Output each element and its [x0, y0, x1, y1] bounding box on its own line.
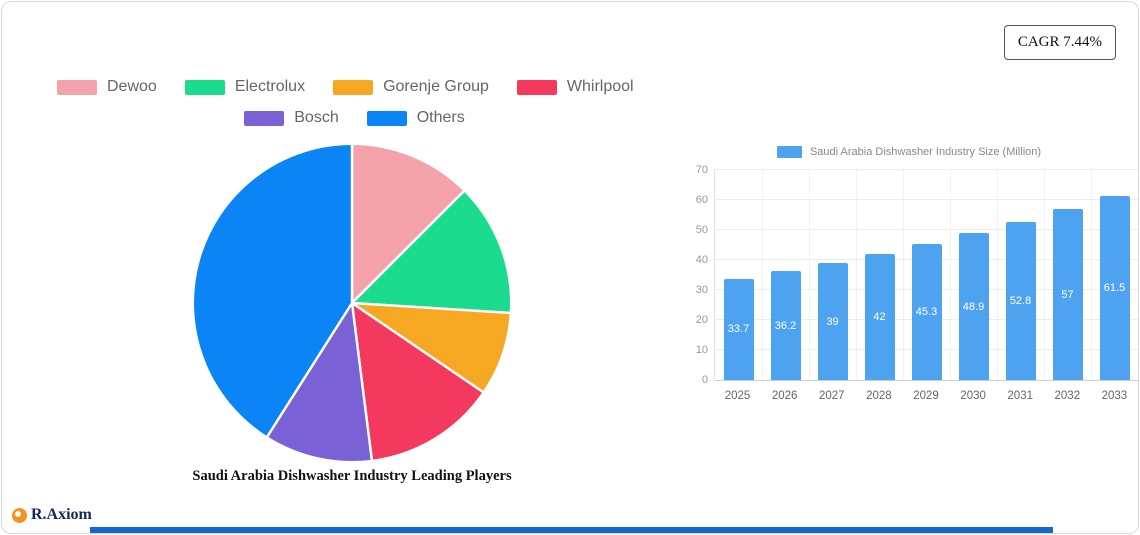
y-axis-tick-40: 40	[695, 254, 708, 266]
y-axis-tick-70: 70	[695, 164, 708, 176]
x-axis-label-2031: 2031	[1007, 390, 1033, 402]
bar-value-label: 45.3	[915, 306, 938, 319]
legend-swatch-whirlpool	[516, 79, 557, 95]
bar-2028[interactable]: 42	[864, 254, 895, 380]
gridline-x	[762, 170, 763, 380]
y-axis-tick-20: 20	[695, 314, 708, 326]
bar-2025[interactable]: 33.7	[723, 278, 754, 380]
legend-item-whirlpool[interactable]: Whirlpool	[516, 78, 634, 96]
legend-label: Whirlpool	[566, 78, 634, 95]
legend-swatch-gorenje-group	[333, 79, 374, 95]
bar-value-label: 48.9	[962, 300, 985, 313]
bar-legend-marker	[776, 146, 802, 158]
bar-chart-plot: 0 10 20 30 40 50 60 70 33.7 36.2 39 42 45.3 48.9 52.8 5…	[696, 164, 1138, 386]
bar-2031[interactable]: 52.8	[1005, 221, 1036, 380]
pie-slice-dewoo[interactable]	[350, 142, 466, 305]
gridline-x	[950, 170, 951, 380]
legend-swatch-bosch	[244, 110, 285, 126]
pie-slice-gorenje-group[interactable]	[350, 301, 513, 394]
legend-label: Others	[416, 109, 465, 126]
pie-slice-bosch[interactable]	[265, 301, 374, 464]
pie-slice-electrolux[interactable]	[350, 189, 513, 315]
legend-label: Dewoo	[107, 78, 157, 95]
legend-label: Electrolux	[234, 78, 306, 95]
gridline-x	[996, 170, 998, 380]
gridline-x	[1091, 170, 1092, 380]
x-axis-label-2027: 2027	[818, 390, 845, 402]
pie-legend: Dewoo Electrolux Gorenje Group Whirlpool Bos…	[57, 78, 652, 127]
legend-swatch-electrolux	[184, 79, 225, 95]
bar-2029[interactable]: 45.3	[911, 244, 942, 380]
x-axis-label-2025: 2025	[724, 390, 751, 402]
x-axis-label-2033: 2033	[1101, 390, 1128, 402]
legend-item-dewoo[interactable]: Dewoo	[57, 78, 157, 96]
y-axis-tick-50: 50	[695, 224, 708, 236]
bar-2033[interactable]: 61.5	[1099, 195, 1130, 380]
pie-slice-whirlpool[interactable]	[350, 301, 485, 463]
brand-logo-text: R.Axiom	[31, 506, 92, 523]
bar-value-label: 52.8	[1009, 294, 1032, 307]
bar-2026[interactable]: 36.2	[770, 271, 801, 380]
bar-chart-section: Saudi Arabia Dishwasher Industry Size (M…	[680, 146, 1138, 402]
legend-item-others[interactable]: Others	[366, 109, 465, 127]
legend-swatch-others	[366, 110, 407, 126]
bars-container: 33.7 36.2 39 42 45.3 48.9 52.8 57 61.5	[715, 170, 1138, 380]
legend-swatch-dewoo	[57, 79, 97, 95]
bar-chart-x-labels: 2025 2026 2027 2028 2029 2030 2031 2032 2033	[714, 390, 1138, 402]
bar-value-label: 36.2	[774, 319, 797, 332]
bar-value-label: 57	[1061, 288, 1074, 301]
y-axis-tick-30: 30	[695, 284, 708, 296]
x-axis-label-2029: 2029	[913, 390, 939, 402]
bar-2027[interactable]: 39	[817, 263, 848, 380]
legend-item-gorenje-group[interactable]: Gorenje Group	[333, 78, 489, 96]
y-axis-tick-0: 0	[701, 374, 708, 386]
pie-chart	[191, 142, 513, 464]
bar-value-label: 33.7	[727, 323, 750, 336]
gridline-x	[809, 170, 810, 380]
legend-label: Bosch	[294, 109, 339, 126]
legend-item-bosch[interactable]: Bosch	[244, 109, 339, 127]
bar-value-label: 42	[873, 311, 886, 323]
pie-legend-row: Bosch Others	[57, 109, 652, 127]
gridline-y-60	[715, 199, 1138, 200]
x-axis-label-2026: 2026	[771, 390, 798, 402]
gridline-y-50	[715, 229, 1138, 230]
pie-chart-title: Saudi Arabia Dishwasher Industry Leading…	[192, 468, 512, 484]
y-axis-tick-10: 10	[695, 344, 708, 356]
brand-logo: R.Axiom	[12, 506, 92, 524]
gridline-x	[903, 170, 904, 380]
pie-slice-others[interactable]	[191, 142, 354, 439]
bar-legend-label: Saudi Arabia Dishwasher Industry Size (M…	[809, 146, 1042, 158]
x-axis-label-2032: 2032	[1054, 390, 1081, 402]
bar-chart-legend[interactable]: Saudi Arabia Dishwasher Industry Size (M…	[680, 146, 1138, 158]
x-axis-label-2028: 2028	[866, 390, 892, 402]
gridline-x	[855, 170, 857, 380]
cagr-badge: CAGR 7.44%	[1003, 25, 1116, 60]
legend-label: Gorenje Group	[383, 78, 489, 95]
bar-2030[interactable]: 48.9	[958, 233, 989, 380]
gridline-x	[1044, 170, 1045, 380]
bottom-accent-strip	[90, 527, 1053, 533]
pie-chart-container	[186, 137, 518, 469]
x-axis-label-2030: 2030	[960, 390, 986, 402]
brand-logo-icon	[12, 507, 27, 523]
y-axis-tick-60: 60	[695, 194, 708, 206]
gridline-y-70	[715, 169, 1138, 170]
pie-legend-row: Dewoo Electrolux Gorenje Group Whirlpool	[57, 78, 652, 96]
legend-item-electrolux[interactable]: Electrolux	[184, 78, 306, 96]
bar-2032[interactable]: 57	[1052, 209, 1083, 380]
bar-value-label: 61.5	[1103, 281, 1126, 294]
bar-value-label: 39	[826, 315, 839, 328]
